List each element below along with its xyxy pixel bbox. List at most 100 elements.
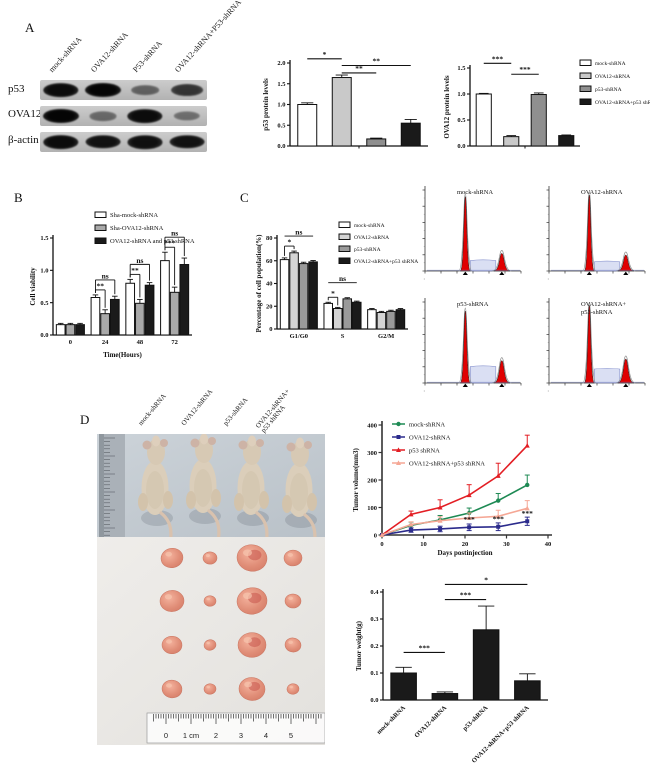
blot-band [173, 111, 201, 121]
svg-text:ns: ns [102, 271, 109, 280]
svg-text:0.4: 0.4 [370, 589, 379, 596]
svg-text:400: 400 [367, 422, 377, 429]
svg-text:1.0: 1.0 [277, 102, 285, 109]
svg-text:mock-shRNA: mock-shRNA [595, 61, 626, 67]
svg-text:***: *** [419, 643, 431, 652]
svg-text:OVA12-shRNA+p53 shRNA: OVA12-shRNA+p53 shRNA [409, 460, 485, 467]
svg-text:3: 3 [239, 731, 243, 740]
svg-text:1 cm: 1 cm [183, 731, 199, 740]
ova12_levels-svg: 0.0 0.5 1.0 1.5 OVA12 protein levels *** *** mo… [443, 54, 650, 150]
blot-row-label-bactin: β-actin [8, 134, 39, 146]
svg-text:OVA12-shRNA: OVA12-shRNA [595, 74, 630, 80]
flow-cytometry-grid: mock-shRNA OVA12-shRNA p53-shRNA OVA12-shRN… [406, 183, 650, 401]
vertical-ruler [99, 434, 125, 537]
svg-text:p53-shRNA: p53-shRNA [354, 247, 381, 253]
blot-band [171, 84, 203, 96]
tumor_volume-svg: 0 100 200 300 400 0 10 20 30 40 Tumor volume(mm3) D… [352, 421, 552, 557]
flow-panel-3: p53-shRNA [422, 298, 522, 392]
svg-text:OVA12-shRNA: OVA12-shRNA [409, 434, 451, 441]
blot-strip [40, 106, 207, 126]
svg-text:0: 0 [69, 339, 72, 346]
chart-cell-viability: 0.0 0.5 1.0 1.5 Cell viability 0 24 48 72 Time(Ho… [25, 200, 240, 386]
chart-tumor-weight: 0.0 0.1 0.2 0.3 0.4 Tumor weight(g) mock-shRNA… [348, 566, 650, 774]
svg-text:300: 300 [367, 450, 377, 457]
svg-text:72: 72 [171, 339, 178, 346]
svg-text:Sha-OVA12-shRNA: Sha-OVA12-shRNA [110, 225, 164, 232]
panel-a-letter: A [25, 20, 35, 35]
svg-text:1.5: 1.5 [457, 65, 466, 72]
blot-row-label-p53: p53 [8, 83, 25, 95]
svg-text:p53 shRNA: p53 shRNA [409, 447, 440, 454]
svg-text:5: 5 [289, 731, 293, 740]
svg-text:*: * [331, 289, 335, 298]
svg-text:OVA12-shRNA+p53 shRNA: OVA12-shRNA+p53 shRNA [354, 259, 418, 265]
svg-text:0.1: 0.1 [370, 670, 378, 677]
svg-text:80: 80 [266, 235, 273, 242]
blot-strip [40, 80, 207, 100]
svg-text:***: *** [522, 509, 534, 518]
svg-text:Days postinjection: Days postinjection [437, 549, 492, 557]
svg-text:2: 2 [214, 731, 218, 740]
svg-text:***: *** [164, 239, 176, 248]
svg-text:p53-shRNA: p53-shRNA [595, 87, 622, 93]
svg-text:0: 0 [380, 541, 383, 548]
chart-p53-protein-levels: 0.0 0.5 1.0 1.5 2.0 p53 protein levels * ** ** [246, 44, 438, 168]
svg-text:10: 10 [420, 541, 427, 548]
svg-text:4: 4 [264, 731, 268, 740]
svg-text:OVA12-shRNA and p53 shRNA: OVA12-shRNA and p53 shRNA [110, 238, 195, 245]
svg-text:24: 24 [102, 339, 109, 346]
svg-text:mock-shRNA: mock-shRNA [376, 704, 408, 736]
flow-panel-2: OVA12-shRNA [546, 186, 646, 280]
svg-text:Sha-mock-shRNA: Sha-mock-shRNA [110, 212, 158, 219]
svg-text:S: S [341, 333, 345, 340]
tumors-photo: 0 1 cm 2 3 4 5 [97, 537, 326, 745]
blot-row-label-ova12: OVA12 [8, 108, 42, 120]
svg-text:Percentage of cell population(: Percentage of cell population(%) [255, 234, 263, 333]
blot-band [169, 135, 205, 149]
blot-band [85, 83, 121, 97]
svg-text:OVA12-shRNA: OVA12-shRNA [581, 189, 623, 196]
svg-text:mock-shRNA: mock-shRNA [457, 189, 493, 196]
chart-tumor-volume: 0 100 200 300 400 0 10 20 30 40 Tumor volume(mm3) D… [348, 398, 650, 566]
svg-text:0.5: 0.5 [40, 300, 49, 307]
svg-text:***: *** [493, 514, 505, 523]
svg-text:20: 20 [266, 303, 273, 310]
svg-text:40: 40 [545, 541, 552, 548]
chart-cell-population: 0 20 40 60 80 Percentage of cell population(%… [253, 198, 421, 385]
panel-d-letter: D [80, 412, 90, 427]
blot-band [131, 85, 159, 95]
chart-ova12-protein-levels: 0.0 0.5 1.0 1.5 OVA12 protein levels *** *** mo… [436, 44, 650, 168]
svg-text:p53-shRNA: p53-shRNA [457, 301, 489, 308]
svg-text:60: 60 [266, 258, 273, 265]
flow-panel-4: OVA12-shRNA+ p53-shRNA [546, 298, 646, 392]
svg-text:0.5: 0.5 [457, 117, 466, 124]
svg-text:OVA12 protein levels: OVA12 protein levels [443, 75, 451, 138]
svg-text:*: * [323, 50, 327, 59]
svg-text:Tumor weight(g): Tumor weight(g) [355, 620, 363, 671]
svg-text:0.0: 0.0 [277, 143, 285, 150]
svg-text:30: 30 [503, 541, 510, 548]
svg-text:OVA12-shRNA+p53 shRNA: OVA12-shRNA+p53 shRNA [595, 100, 650, 106]
svg-text:OVA12-shRNA: OVA12-shRNA [354, 235, 389, 241]
mice-photo [97, 431, 325, 547]
svg-text:*: * [287, 238, 291, 247]
svg-text:0.0: 0.0 [370, 697, 378, 704]
blot-strip [40, 132, 207, 152]
tumor_weight-svg: 0.0 0.1 0.2 0.3 0.4 Tumor weight(g) mock-shRNA… [355, 575, 548, 765]
tumor-specimens [159, 544, 303, 701]
svg-text:**: ** [131, 266, 139, 275]
svg-text:Tumor volume(mm3): Tumor volume(mm3) [352, 448, 360, 512]
panel-b-letter: B [14, 190, 23, 205]
svg-text:ns: ns [136, 256, 143, 265]
svg-text:***: *** [460, 591, 472, 600]
mice-photo-svg [97, 431, 325, 547]
svg-text:2.0: 2.0 [277, 60, 285, 67]
svg-text:40: 40 [266, 281, 273, 288]
svg-text:1.0: 1.0 [40, 268, 48, 275]
svg-text:**: ** [97, 281, 105, 290]
svg-text:ns: ns [171, 229, 178, 238]
svg-text:mock-shRNA: mock-shRNA [354, 223, 385, 229]
svg-text:1.5: 1.5 [277, 81, 286, 88]
svg-text:Cell viability: Cell viability [29, 267, 37, 306]
